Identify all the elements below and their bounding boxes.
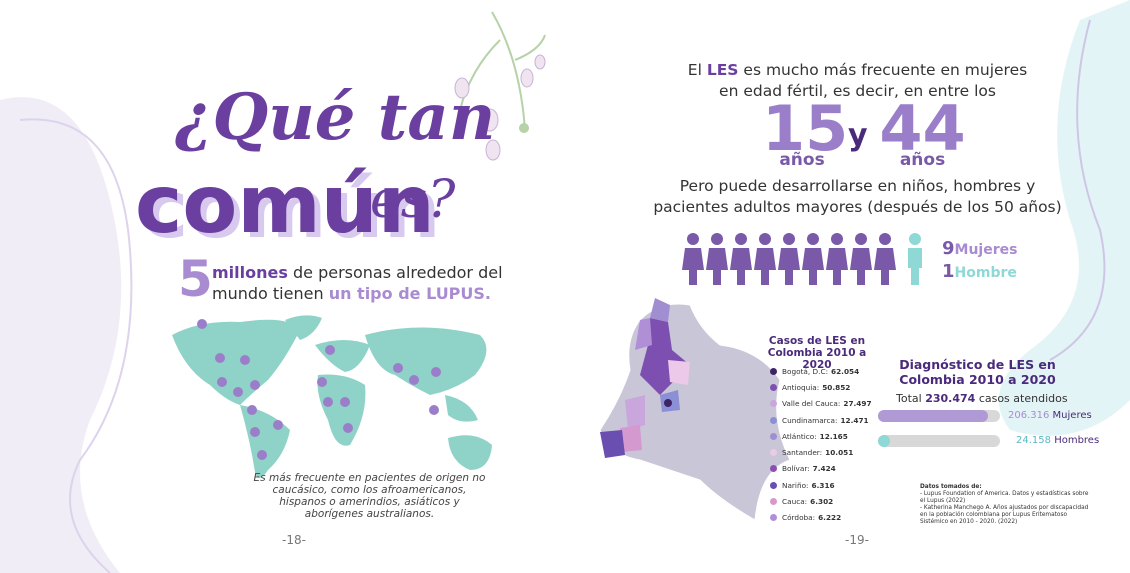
- men-row: 24.158 Hombres: [1016, 435, 1099, 446]
- title-end: es?: [370, 170, 456, 230]
- men-count: 1: [942, 261, 955, 282]
- legend-item: Valle del Cauca: 27.497: [770, 396, 872, 412]
- legend-dot: [770, 498, 777, 506]
- stat-text: mundo tienen: [212, 284, 324, 303]
- legend-item: Córdoba: 6.222: [770, 510, 872, 526]
- source-item: - Lupus Foundation of America. Datos y e…: [920, 491, 1089, 504]
- legend-value: 12.471: [840, 415, 869, 425]
- legend-item: Bolívar: 7.424: [770, 461, 872, 477]
- women-ratio: 9Mujeres: [942, 238, 1017, 259]
- age-unit: años: [779, 150, 825, 170]
- men-label: Hombre: [954, 265, 1017, 281]
- legend-item: Nariño: 6.316: [770, 477, 872, 493]
- legend-value: 6.316: [811, 480, 835, 490]
- legend-name: Nariño:: [782, 480, 809, 490]
- legend-dot: [770, 400, 777, 408]
- stat-number: 5: [178, 250, 213, 308]
- legend-value: 10.051: [825, 448, 854, 458]
- legend-name: Antioquia:: [782, 382, 820, 392]
- page-number: -18-: [282, 533, 306, 547]
- diagnosis-title: Diagnóstico de LES en Colombia 2010 a 20…: [899, 357, 1056, 387]
- sources: Datos tomados de: - Lupus Foundation of A…: [920, 484, 1092, 526]
- intro: El: [687, 61, 702, 79]
- legend-dot: [770, 465, 777, 473]
- subtitle: Pero puede desarrollarse en niños, hombr…: [679, 177, 1036, 195]
- total-value: 230.474: [925, 392, 976, 405]
- legend-dot: [770, 449, 777, 457]
- stat-bold: millones: [212, 263, 288, 282]
- men-ratio: 1Hombre: [942, 261, 1017, 282]
- stat-text: de personas alrededor del: [292, 263, 503, 282]
- legend-name: Bogotá, D.C:: [782, 366, 829, 376]
- legend-name: Cauca:: [782, 497, 808, 507]
- intro: El LES es mucho más frecuente en mujeres…: [640, 60, 1075, 102]
- legend-dot: [770, 416, 777, 424]
- cases-title: Casos de LES en Colombia 2010 a 2020: [767, 335, 867, 371]
- legend-value: 62.054: [831, 366, 860, 376]
- legend-dot: [770, 367, 777, 375]
- row-value: 24.158: [1016, 435, 1051, 446]
- legend-item: Atlántico: 12.165: [770, 428, 872, 444]
- intro: en edad fértil, es decir, en entre los: [719, 82, 996, 100]
- legend-value: 7.424: [812, 464, 836, 474]
- legend-name: Córdoba:: [782, 513, 816, 523]
- connector: y: [848, 118, 868, 153]
- title-word: común: [135, 158, 435, 251]
- legend-value: 50.852: [822, 382, 851, 392]
- legend-name: Bolívar:: [782, 464, 810, 474]
- age-from: 15: [762, 92, 849, 165]
- row-value: 206.316: [1008, 410, 1050, 421]
- legend-value: 6.302: [810, 497, 834, 507]
- age-to: 44: [879, 92, 966, 165]
- sources-title: Datos tomados de:: [920, 484, 982, 490]
- total: Total 230.474 casos atendidos: [896, 392, 1068, 405]
- legend-item: Antioquia: 50.852: [770, 379, 872, 395]
- intro-bold: LES: [706, 61, 739, 79]
- total-prefix: Total: [896, 392, 922, 405]
- source-item: - Katherina Manchego A. Años ajustados p…: [920, 505, 1089, 525]
- legend-value: 27.497: [843, 399, 872, 409]
- age-unit: años: [899, 150, 946, 170]
- page-number: -19-: [845, 533, 869, 547]
- legend-dot: [770, 432, 777, 440]
- total-suffix: casos atendidos: [978, 392, 1068, 405]
- cases-legend: Bogotá, D.C: 62.054 Antioquia: 50.852 Valle …: [770, 363, 872, 526]
- legend-item: Santander: 10.051: [770, 444, 872, 460]
- legend-item: Cundinamarca: 12.471: [770, 412, 872, 428]
- row-label: Mujeres: [1052, 410, 1092, 421]
- women-label: Mujeres: [954, 242, 1018, 258]
- legend-name: Valle del Cauca:: [782, 399, 841, 409]
- legend-dot: [770, 383, 777, 391]
- row-label: Hombres: [1054, 435, 1100, 446]
- legend-dot: [770, 481, 777, 489]
- legend-value: 12.165: [819, 431, 848, 441]
- legend-name: Atlántico:: [782, 431, 817, 441]
- legend-dot: [770, 514, 777, 522]
- women-row: 206.316 Mujeres: [1008, 410, 1092, 421]
- stat-text: millones de personas alrededor del mundo …: [212, 262, 503, 304]
- subtitle: Pero puede desarrollarse en niños, hombr…: [640, 176, 1075, 218]
- stat-highlight: un tipo de LUPUS.: [328, 284, 491, 303]
- legend-name: Cundinamarca:: [782, 415, 838, 425]
- title: ¿Qué tan: [175, 80, 496, 155]
- map-note: Es más frecuente en pacientes de origen …: [253, 472, 486, 520]
- subtitle: pacientes adultos mayores (después de lo…: [653, 198, 1062, 216]
- intro: es mucho más frecuente en mujeres: [743, 61, 1028, 79]
- legend-value: 6.222: [818, 513, 842, 523]
- women-count: 9: [942, 238, 955, 259]
- legend-name: Santander:: [782, 448, 823, 458]
- legend-item: Cauca: 6.302: [770, 493, 872, 509]
- legend-item: Bogotá, D.C: 62.054: [770, 363, 872, 379]
